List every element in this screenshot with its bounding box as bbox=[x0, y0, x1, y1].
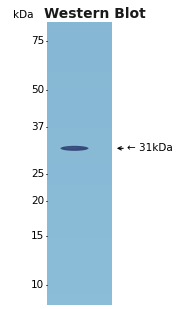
Bar bbox=[47, 36, 112, 40]
Bar bbox=[47, 217, 112, 220]
Bar bbox=[47, 50, 112, 54]
Text: kDa: kDa bbox=[13, 10, 33, 20]
Bar bbox=[47, 22, 112, 305]
Bar bbox=[47, 160, 112, 163]
Bar bbox=[47, 96, 112, 100]
Bar bbox=[47, 121, 112, 125]
Bar bbox=[47, 213, 112, 217]
Bar bbox=[47, 174, 112, 178]
Bar bbox=[47, 206, 112, 210]
Bar bbox=[47, 287, 112, 291]
Bar bbox=[47, 142, 112, 146]
Bar bbox=[47, 146, 112, 149]
Bar bbox=[47, 248, 112, 252]
Bar bbox=[47, 263, 112, 266]
Bar bbox=[47, 238, 112, 241]
Bar bbox=[47, 107, 112, 110]
Bar bbox=[47, 128, 112, 132]
Bar bbox=[47, 139, 112, 142]
Bar bbox=[47, 231, 112, 234]
Bar bbox=[47, 220, 112, 224]
Bar bbox=[47, 302, 112, 305]
Bar bbox=[47, 171, 112, 174]
Text: 50: 50 bbox=[31, 86, 44, 95]
Bar bbox=[47, 61, 112, 65]
Bar bbox=[47, 110, 112, 114]
Bar bbox=[47, 280, 112, 284]
Bar bbox=[47, 192, 112, 195]
Text: 15: 15 bbox=[31, 231, 44, 241]
Bar bbox=[47, 68, 112, 71]
Bar bbox=[47, 125, 112, 128]
Bar bbox=[47, 245, 112, 248]
Bar bbox=[47, 86, 112, 89]
Bar bbox=[47, 291, 112, 294]
Bar bbox=[47, 114, 112, 117]
Bar bbox=[47, 40, 112, 43]
Text: 10: 10 bbox=[31, 280, 44, 290]
Bar bbox=[47, 266, 112, 270]
Bar bbox=[47, 167, 112, 171]
Bar bbox=[47, 89, 112, 93]
Bar bbox=[47, 181, 112, 185]
Bar bbox=[47, 273, 112, 277]
Bar bbox=[47, 156, 112, 160]
Bar bbox=[47, 256, 112, 259]
Bar bbox=[47, 71, 112, 75]
Bar bbox=[47, 132, 112, 135]
Bar bbox=[47, 284, 112, 287]
Bar bbox=[47, 294, 112, 298]
Text: 37: 37 bbox=[31, 122, 44, 132]
Bar bbox=[47, 224, 112, 227]
Bar bbox=[47, 252, 112, 256]
Bar bbox=[47, 188, 112, 192]
Bar bbox=[47, 104, 112, 107]
Text: 25: 25 bbox=[31, 169, 44, 180]
Bar bbox=[47, 43, 112, 47]
Bar bbox=[47, 93, 112, 96]
Bar bbox=[47, 135, 112, 139]
Bar bbox=[47, 234, 112, 238]
Bar bbox=[47, 26, 112, 29]
Bar bbox=[47, 22, 112, 26]
Bar bbox=[47, 78, 112, 82]
Bar bbox=[47, 195, 112, 199]
Bar bbox=[47, 82, 112, 86]
Bar bbox=[47, 185, 112, 188]
Bar bbox=[47, 227, 112, 231]
Ellipse shape bbox=[65, 147, 80, 149]
Bar bbox=[47, 100, 112, 104]
Ellipse shape bbox=[60, 146, 89, 151]
Bar bbox=[47, 75, 112, 78]
Bar bbox=[47, 57, 112, 61]
Bar bbox=[47, 298, 112, 302]
Bar bbox=[47, 241, 112, 245]
Bar bbox=[47, 199, 112, 202]
Text: 75: 75 bbox=[31, 36, 44, 46]
Bar bbox=[47, 270, 112, 273]
Bar bbox=[47, 259, 112, 263]
Bar bbox=[47, 47, 112, 50]
Bar bbox=[47, 153, 112, 156]
Bar bbox=[47, 54, 112, 57]
Bar bbox=[47, 65, 112, 68]
Bar bbox=[47, 210, 112, 213]
Bar bbox=[47, 117, 112, 121]
Bar bbox=[47, 163, 112, 167]
Bar bbox=[47, 202, 112, 206]
Text: 20: 20 bbox=[31, 197, 44, 206]
Bar bbox=[47, 149, 112, 153]
Bar bbox=[47, 277, 112, 280]
Bar bbox=[47, 29, 112, 33]
Text: ← 31kDa: ← 31kDa bbox=[127, 143, 173, 153]
Bar bbox=[47, 178, 112, 181]
Text: Western Blot: Western Blot bbox=[44, 7, 146, 21]
Bar bbox=[47, 33, 112, 36]
